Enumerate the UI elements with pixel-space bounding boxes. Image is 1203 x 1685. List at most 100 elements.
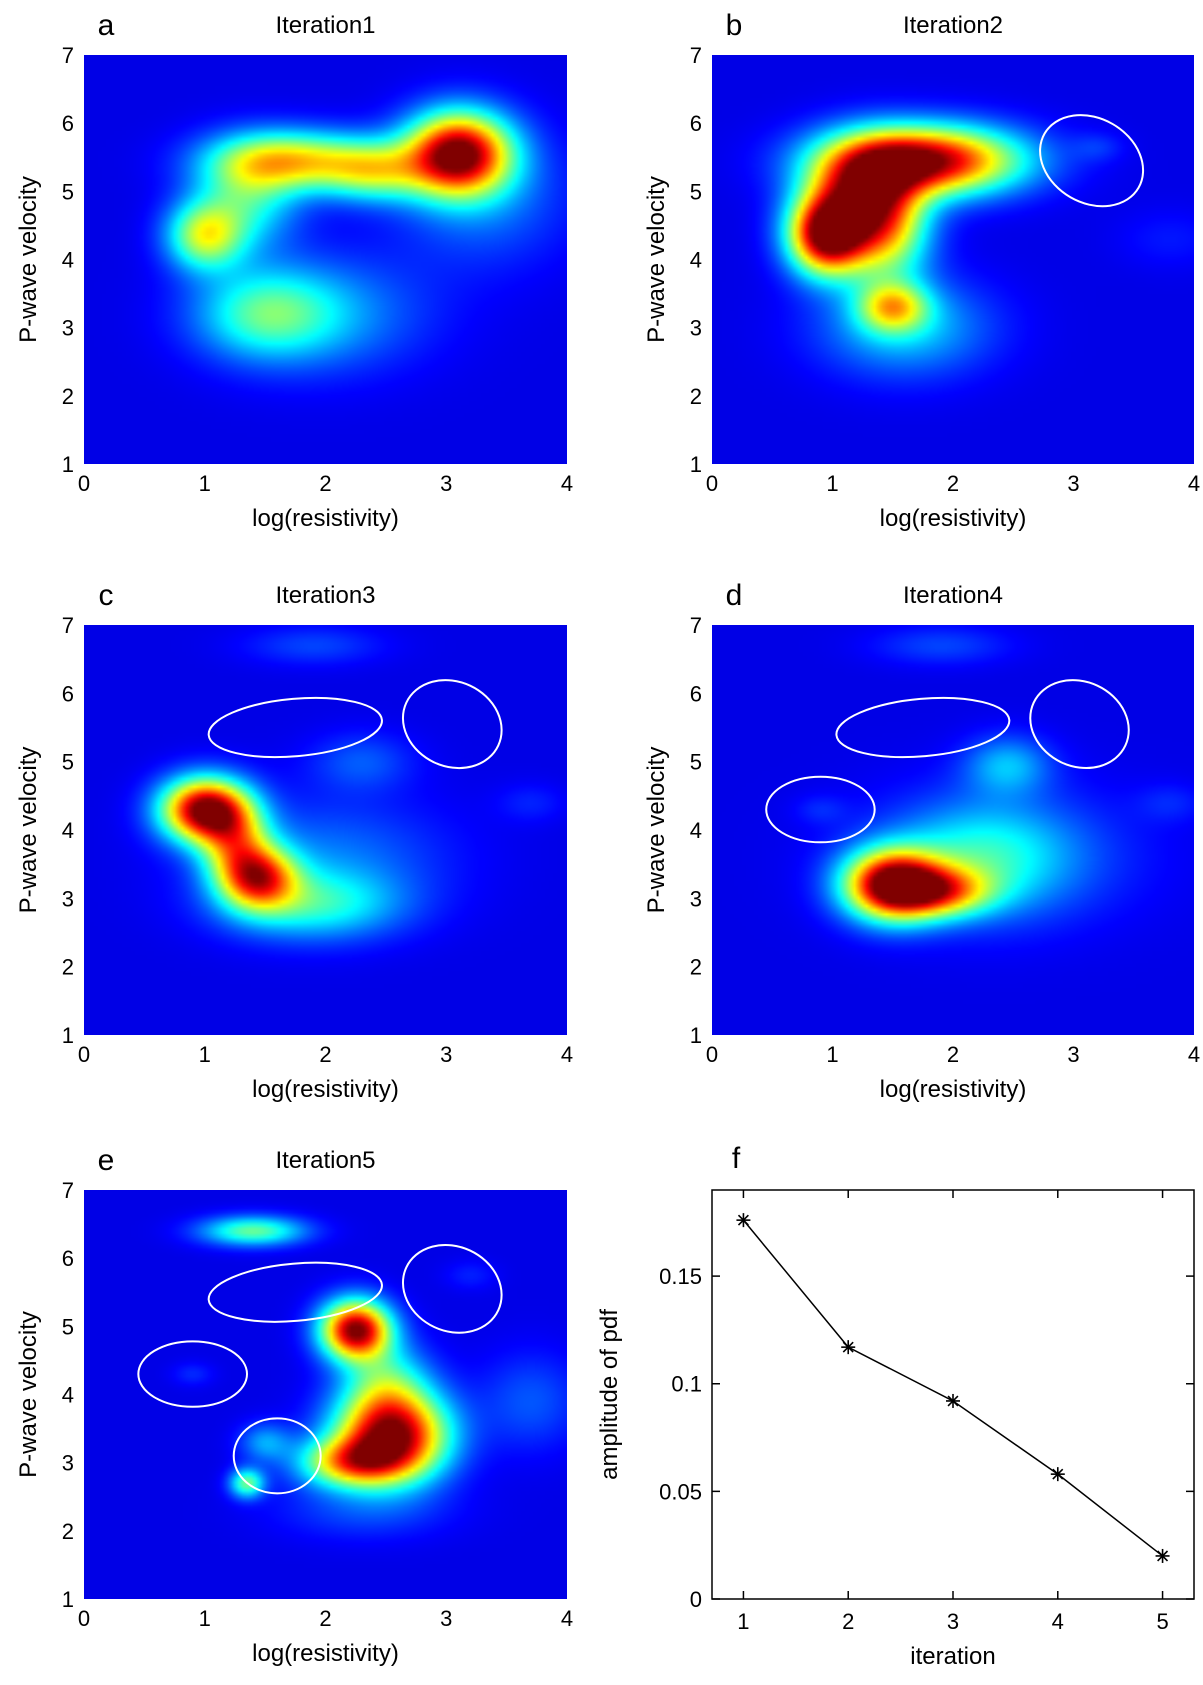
data-point xyxy=(841,1340,856,1355)
x-tick-label: 2 xyxy=(319,1042,331,1067)
x-tick-label: 1 xyxy=(199,1606,211,1631)
x-tick-label: 2 xyxy=(842,1609,854,1634)
y-tick-label: 7 xyxy=(62,1178,74,1203)
x-tick-label: 4 xyxy=(1188,471,1200,496)
x-tick-label: 4 xyxy=(1052,1609,1064,1634)
y-tick-label: 6 xyxy=(62,681,74,706)
panel-title: Iteration4 xyxy=(903,582,1003,609)
y-tick-label: 5 xyxy=(690,179,702,204)
panel-letter: f xyxy=(732,1142,741,1175)
highlight-ellipse xyxy=(401,1243,503,1334)
x-tick-label: 3 xyxy=(1067,1042,1079,1067)
highlight-ellipse xyxy=(1029,679,1130,770)
x-tick-label: 4 xyxy=(561,471,573,496)
x-axis-label: log(resistivity) xyxy=(252,505,399,532)
highlight-ellipse xyxy=(207,1261,383,1323)
y-tick-label: 5 xyxy=(690,750,702,775)
panel-letter: c xyxy=(99,579,114,612)
y-tick-label: 5 xyxy=(62,750,74,775)
x-tick-label: 2 xyxy=(319,471,331,496)
panel-title: Iteration2 xyxy=(903,12,1003,39)
y-axis-label: amplitude of pdf xyxy=(596,1309,623,1480)
panel-title: Iteration3 xyxy=(275,582,375,609)
y-axis-label: P-wave velocity xyxy=(15,176,42,343)
heatmap-image xyxy=(712,55,1194,464)
highlight-ellipse xyxy=(765,775,876,844)
heatmap-image xyxy=(712,625,1194,1035)
x-tick-label: 0 xyxy=(706,471,718,496)
y-tick-label: 3 xyxy=(62,316,74,341)
x-tick-label: 0 xyxy=(706,1042,718,1067)
y-tick-label: 3 xyxy=(690,886,702,911)
y-tick-label: 5 xyxy=(62,179,74,204)
highlight-ellipse xyxy=(232,1417,322,1495)
y-tick-label: 7 xyxy=(690,43,702,68)
y-tick-label: 2 xyxy=(62,1519,74,1544)
data-point xyxy=(946,1393,960,1408)
y-tick-label: 7 xyxy=(62,43,74,68)
x-axis-label: log(resistivity) xyxy=(252,1640,399,1667)
x-axis-label: log(resistivity) xyxy=(880,1076,1027,1103)
y-axis-label: P-wave velocity xyxy=(643,176,670,343)
y-tick-label: 0.15 xyxy=(659,1264,702,1289)
highlight-ellipse xyxy=(1039,114,1145,208)
x-tick-label: 4 xyxy=(561,1042,573,1067)
y-axis-label: P-wave velocity xyxy=(15,1311,42,1478)
x-axis-label: log(resistivity) xyxy=(252,1076,399,1103)
y-tick-label: 2 xyxy=(62,384,74,409)
y-tick-label: 4 xyxy=(62,1383,74,1408)
x-tick-label: 4 xyxy=(561,1606,573,1631)
x-tick-label: 1 xyxy=(826,1042,838,1067)
y-tick-label: 7 xyxy=(62,613,74,638)
y-tick-label: 2 xyxy=(690,955,702,980)
x-tick-label: 2 xyxy=(947,1042,959,1067)
x-axis-label: log(resistivity) xyxy=(880,505,1027,532)
x-tick-label: 1 xyxy=(737,1609,749,1634)
x-tick-label: 2 xyxy=(319,1606,331,1631)
y-tick-label: 4 xyxy=(690,248,702,273)
y-tick-label: 4 xyxy=(62,248,74,273)
x-tick-label: 3 xyxy=(440,1042,452,1067)
x-tick-label: 0 xyxy=(78,471,90,496)
x-tick-label: 4 xyxy=(1188,1042,1200,1067)
panel-letter: d xyxy=(726,579,743,612)
x-tick-label: 2 xyxy=(947,471,959,496)
y-tick-label: 6 xyxy=(62,1246,74,1271)
panel-title: Iteration1 xyxy=(275,12,375,39)
x-tick-label: 0 xyxy=(78,1042,90,1067)
y-tick-label: 4 xyxy=(62,818,74,843)
y-tick-label: 6 xyxy=(690,681,702,706)
y-tick-label: 1 xyxy=(62,452,74,477)
x-tick-label: 3 xyxy=(1067,471,1079,496)
y-tick-label: 3 xyxy=(690,316,702,341)
panel-f: 1 2 3 4 5 0 0.05 0.1 0.15 iteration amplitude of p… xyxy=(596,1142,1195,1670)
highlight-ellipse xyxy=(137,1340,249,1408)
x-tick-label: 1 xyxy=(826,471,838,496)
y-axis-label: P-wave velocity xyxy=(15,747,42,914)
y-tick-label: 1 xyxy=(62,1587,74,1612)
highlight-ellipse xyxy=(401,679,503,770)
x-tick-label: 0 xyxy=(78,1606,90,1631)
x-tick-label: 1 xyxy=(199,1042,211,1067)
highlight-ellipse xyxy=(835,696,1011,759)
panel-letter: b xyxy=(726,9,743,42)
y-tick-label: 2 xyxy=(690,384,702,409)
panel-letter: e xyxy=(98,1144,115,1177)
y-tick-label: 1 xyxy=(690,1023,702,1048)
data-point xyxy=(736,1213,751,1228)
y-tick-label: 6 xyxy=(690,111,702,136)
y-tick-label: 0.05 xyxy=(659,1479,702,1504)
highlight-ellipse xyxy=(207,696,383,759)
x-tick-label: 3 xyxy=(440,1606,452,1631)
y-tick-label: 7 xyxy=(690,613,702,638)
y-tick-label: 3 xyxy=(62,886,74,911)
y-tick-label: 3 xyxy=(62,1451,74,1476)
y-tick-label: 0 xyxy=(690,1587,702,1612)
y-axis-label: P-wave velocity xyxy=(643,747,670,914)
